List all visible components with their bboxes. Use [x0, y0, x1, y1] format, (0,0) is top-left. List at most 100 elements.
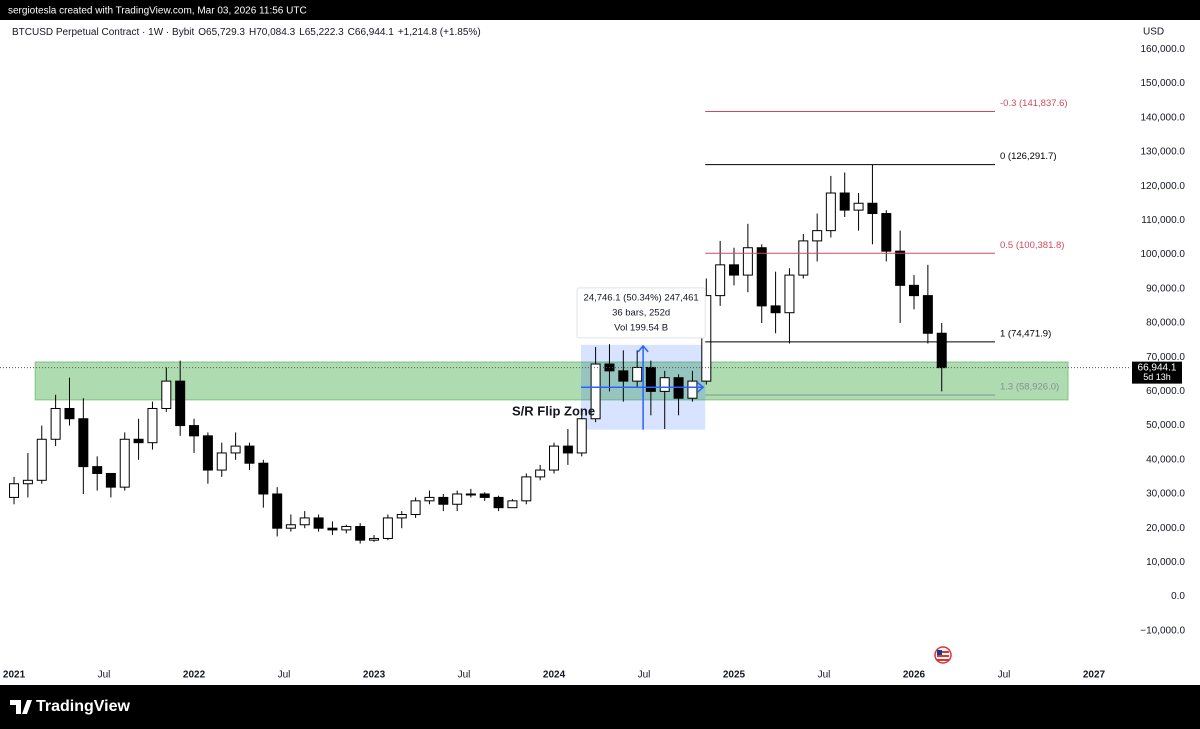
- x-tick-label: Jul: [458, 670, 471, 681]
- candle-body: [618, 370, 629, 382]
- candle-body: [715, 264, 726, 297]
- candle-body: [922, 295, 933, 334]
- candle-body: [133, 438, 144, 444]
- y-tick-label: 80,000.0: [1146, 318, 1185, 329]
- measure-arrow-head: [696, 381, 705, 393]
- candle-body: [493, 496, 504, 509]
- x-tick-label: Jul: [998, 670, 1011, 681]
- measure-label: Vol 199.54 B: [614, 322, 668, 333]
- change: +1,214.8 (+1.85%): [398, 27, 481, 38]
- candle-body: [9, 483, 20, 498]
- candle-body: [936, 332, 947, 369]
- y-tick-label: 0.0: [1171, 591, 1185, 602]
- x-tick-label: 2022: [183, 670, 206, 681]
- candle-body: [576, 418, 587, 454]
- fib-label: 1 (74,471.9): [1000, 328, 1051, 339]
- ohlc: C66,944.1: [348, 27, 395, 38]
- candle-body: [327, 527, 338, 531]
- candle-body: [881, 213, 892, 252]
- y-tick-label: 130,000.0: [1141, 147, 1186, 158]
- candle-body: [701, 295, 712, 382]
- candle-body: [355, 525, 366, 541]
- countdown: 5d 13h: [1143, 372, 1171, 382]
- x-tick-label: Jul: [278, 670, 291, 681]
- candle-body: [549, 445, 560, 471]
- candle-body: [839, 192, 850, 211]
- candle-body: [590, 363, 601, 420]
- candle-body: [687, 380, 698, 399]
- candle-body: [119, 438, 130, 488]
- x-tick-label: 2024: [543, 670, 566, 681]
- candle-body: [189, 425, 200, 437]
- candle-body: [645, 366, 656, 392]
- ohlc: H70,084.3: [249, 27, 296, 38]
- x-tick-label: 2025: [723, 670, 746, 681]
- candle-body: [410, 500, 421, 516]
- ohlc: O65,729.3: [198, 27, 245, 38]
- candle-body: [36, 438, 47, 481]
- candle-body: [175, 380, 186, 427]
- y-tick-label: 160,000.0: [1141, 44, 1186, 55]
- measure-tooltip: [576, 287, 706, 339]
- fib-label: -0.3 (141,837.6): [1000, 98, 1068, 109]
- candle-body: [770, 305, 781, 314]
- sr-zone: [34, 361, 1069, 401]
- y-tick-label: 40,000.0: [1146, 454, 1185, 465]
- candle-body: [50, 407, 61, 440]
- measure-label: 24,746.1 (50.34%) 247,461: [584, 292, 699, 303]
- candle-body: [161, 380, 172, 409]
- x-tick-label: 2027: [1083, 670, 1106, 681]
- top-bar-text: sergiotesla created with TradingView.com…: [8, 6, 307, 17]
- y-tick-label: −10,000.0: [1140, 625, 1185, 636]
- x-tick-label: Jul: [98, 670, 111, 681]
- candle-body: [424, 496, 435, 502]
- candle-body: [867, 202, 878, 215]
- candle-body: [909, 284, 920, 297]
- candle-body: [258, 462, 269, 495]
- plot: [0, 110, 1130, 544]
- fib-label: 0.5 (100,381.8): [1000, 240, 1064, 251]
- y-tick-label: 120,000.0: [1141, 181, 1186, 192]
- candle-body: [244, 445, 255, 464]
- candle-body: [729, 264, 740, 276]
- candle-body: [659, 377, 670, 392]
- candle-body: [562, 445, 573, 454]
- y-tick-label: 10,000.0: [1146, 557, 1185, 568]
- candle-body: [369, 537, 380, 541]
- candle-body: [798, 240, 809, 276]
- candle-body: [341, 525, 352, 531]
- candle-body: [272, 493, 283, 529]
- logo: TradingView: [10, 698, 131, 715]
- candle-body: [202, 435, 213, 471]
- candle-body: [230, 445, 241, 454]
- candle-body: [22, 479, 33, 485]
- y-tick-label: 20,000.0: [1146, 523, 1185, 534]
- candle-body: [825, 192, 836, 232]
- top-bar: [0, 0, 1200, 20]
- candle-body: [452, 493, 463, 505]
- candle-body: [396, 514, 407, 519]
- brand: TradingView: [36, 698, 131, 715]
- y-tick-label: 110,000.0: [1141, 215, 1185, 226]
- bottom-bar: [0, 685, 1200, 729]
- fib-label: 1.3 (58,926.0): [1000, 382, 1059, 393]
- x-tick-label: Jul: [638, 670, 651, 681]
- last-price-label: 66,944.1: [1138, 362, 1177, 373]
- candle-body: [313, 517, 324, 529]
- candle-body: [756, 247, 767, 307]
- candle-body: [438, 496, 449, 505]
- candle-body: [285, 524, 296, 529]
- chart-area: [0, 20, 1200, 685]
- header: BTCUSD Perpetual Contract · 1W · Bybit O6…: [12, 27, 481, 38]
- y-tick-label: 150,000.0: [1141, 78, 1186, 89]
- candle-body: [853, 202, 864, 211]
- candle-body: [479, 493, 490, 498]
- measure-arrow-head: [637, 344, 649, 353]
- x-tick-label: 2023: [363, 670, 386, 681]
- candle-body: [784, 274, 795, 314]
- symbol: BTCUSD Perpetual Contract · 1W · Bybit: [12, 27, 194, 38]
- candle-body: [742, 247, 753, 276]
- y-tick-label: 90,000.0: [1146, 283, 1185, 294]
- measure-label: 36 bars, 252d: [612, 307, 670, 318]
- candle-body: [105, 472, 116, 488]
